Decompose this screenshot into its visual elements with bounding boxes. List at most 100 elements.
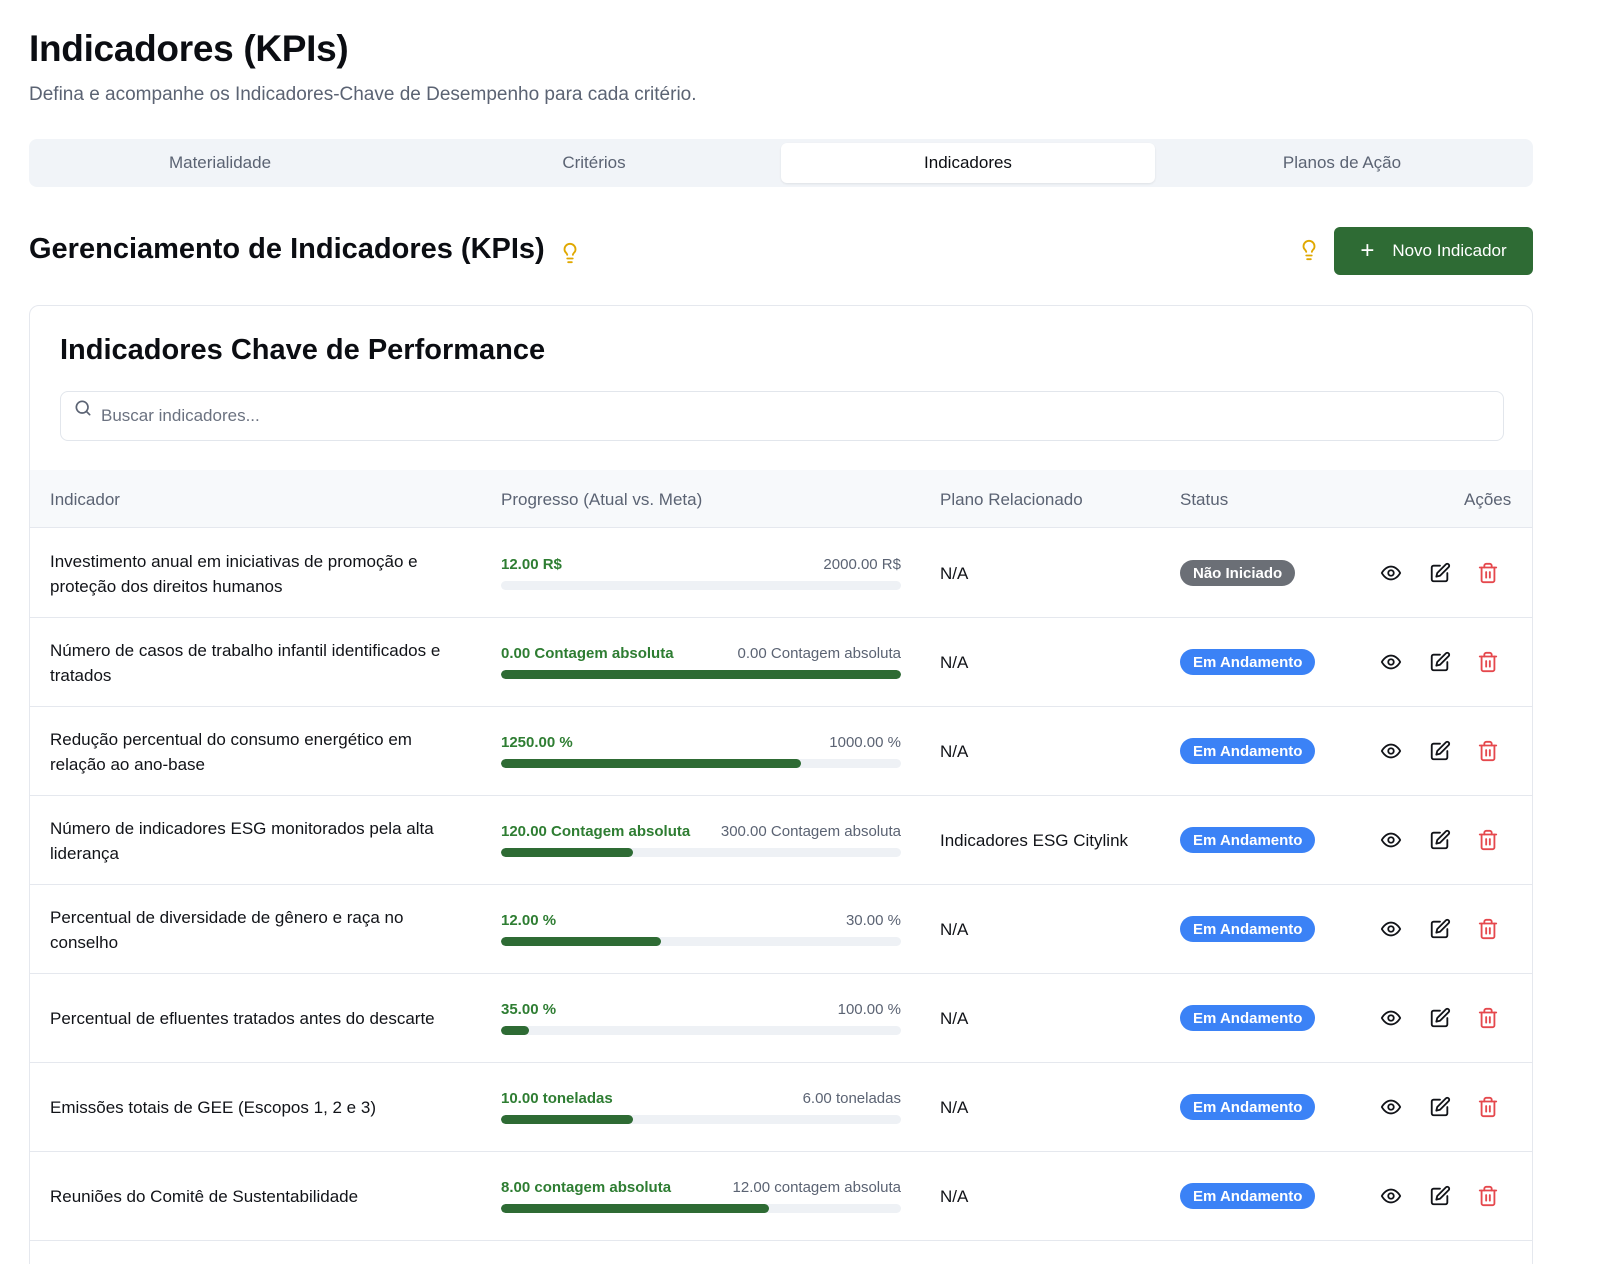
progress-cell: 35.00 % 100.00 % — [501, 1001, 901, 1035]
plus-icon: + — [1360, 237, 1375, 264]
trash-icon[interactable] — [1477, 1007, 1499, 1029]
progress-bar — [501, 581, 901, 590]
eye-icon[interactable] — [1380, 651, 1402, 673]
progress-bar — [501, 937, 901, 946]
progress-bar — [501, 670, 901, 679]
indicator-name: Redução percentual do consumo energético… — [50, 707, 470, 796]
progress-current: 120.00 Contagem absoluta — [501, 823, 691, 840]
progress-bar — [501, 1026, 901, 1035]
table-row: Investimento anual em iniciativas de pro… — [30, 529, 1532, 618]
indicator-name: Reuniões do Comitê de Sustentabilidade — [50, 1152, 470, 1241]
edit-icon[interactable] — [1429, 562, 1451, 584]
progress-cell: 10.00 toneladas 6.00 toneladas — [501, 1090, 901, 1124]
tab-materialidade[interactable]: Materialidade — [168, 153, 272, 172]
eye-icon[interactable] — [1380, 740, 1402, 762]
status-badge: Em Andamento — [1180, 738, 1316, 764]
indicator-name: Percentual de efluentes tratados antes d… — [50, 974, 470, 1063]
indicator-name: Percentual de diversidade de gênero e ra… — [50, 885, 470, 974]
trash-icon[interactable] — [1477, 829, 1499, 851]
progress-bar-fill — [501, 937, 661, 946]
progress-cell: 12.00 % 30.00 % — [501, 912, 901, 946]
eye-icon[interactable] — [1380, 562, 1402, 584]
related-plan: N/A — [940, 1186, 969, 1206]
edit-icon[interactable] — [1429, 1096, 1451, 1118]
eye-icon[interactable] — [1380, 1185, 1402, 1207]
trash-icon[interactable] — [1477, 651, 1499, 673]
tab-indicadores[interactable]: Indicadores — [781, 143, 1155, 183]
indicator-name-text: Investimento anual em iniciativas de pro… — [50, 551, 418, 596]
lightbulb-icon[interactable] — [559, 239, 581, 263]
edit-icon[interactable] — [1429, 1185, 1451, 1207]
progress-current: 8.00 contagem absoluta — [501, 1179, 672, 1196]
table-row: Percentual de efluentes tratados antes d… — [30, 974, 1532, 1063]
progress-goal: 6.00 toneladas — [802, 1090, 901, 1107]
tab-planos-de-acao[interactable]: Planos de Ação — [1282, 153, 1402, 172]
progress-current: 12.00 % — [501, 912, 557, 929]
header-plan: Plano Relacionado — [940, 490, 1083, 509]
status-badge: Em Andamento — [1180, 1005, 1316, 1031]
progress-bar-fill — [501, 848, 633, 857]
eye-icon[interactable] — [1380, 1096, 1402, 1118]
edit-icon[interactable] — [1429, 740, 1451, 762]
progress-bar — [501, 1204, 901, 1213]
indicator-name: Número de indicadores ESG monitorados pe… — [50, 796, 470, 885]
table-row: Emissões totais de GEE (Escopos 1, 2 e 3… — [30, 1063, 1532, 1152]
progress-goal: 12.00 contagem absoluta — [732, 1179, 901, 1196]
edit-icon[interactable] — [1429, 1007, 1451, 1029]
indicator-name-text: Número de indicadores ESG monitorados pe… — [50, 818, 434, 863]
edit-icon[interactable] — [1429, 651, 1451, 673]
status-badge: Em Andamento — [1180, 827, 1316, 853]
tab-criterios[interactable]: Critérios — [562, 153, 626, 172]
search-icon — [73, 398, 95, 420]
page-subtitle: Defina e acompanhe os Indicadores-Chave … — [29, 84, 697, 105]
progress-current: 12.00 R$ — [501, 556, 562, 573]
related-plan: Indicadores ESG Citylink — [940, 830, 1129, 850]
status-badge: Em Andamento — [1180, 649, 1316, 675]
trash-icon[interactable] — [1477, 1185, 1499, 1207]
eye-icon[interactable] — [1380, 829, 1402, 851]
indicator-name-text: Emissões totais de GEE (Escopos 1, 2 e 3… — [50, 1098, 376, 1117]
status-badge: Não Iniciado — [1180, 560, 1296, 586]
indicator-name: Número de casos de trabalho infantil ide… — [50, 618, 470, 707]
table-row: Número de indicadores ESG monitorados pe… — [30, 796, 1532, 885]
table-row: Percentual de diversidade de gênero e ra… — [30, 885, 1532, 974]
progress-current: 1250.00 % — [501, 734, 573, 751]
new-indicator-button[interactable]: + Novo Indicador — [1334, 227, 1533, 275]
related-plan: N/A — [940, 1097, 969, 1117]
header-actions: Ações — [1464, 490, 1512, 509]
trash-icon[interactable] — [1477, 562, 1499, 584]
progress-cell: 12.00 R$ 2000.00 R$ — [501, 556, 901, 590]
search-input[interactable] — [101, 406, 1503, 426]
eye-icon[interactable] — [1380, 1007, 1402, 1029]
indicator-name: Investimento anual em iniciativas de pro… — [50, 529, 470, 618]
header-indicator: Indicador — [50, 490, 120, 509]
header-progress: Progresso (Atual vs. Meta) — [501, 490, 703, 509]
progress-bar-fill — [501, 1026, 529, 1035]
progress-goal: 100.00 % — [837, 1001, 901, 1018]
table-header: Indicador Progresso (Atual vs. Meta) Pla… — [30, 470, 1532, 528]
related-plan: N/A — [940, 919, 969, 939]
page-title: Indicadores (KPIs) — [29, 28, 349, 69]
status-badge: Em Andamento — [1180, 1183, 1316, 1209]
indicator-name-text: Percentual de diversidade de gênero e ra… — [50, 907, 404, 952]
edit-icon[interactable] — [1429, 918, 1451, 940]
lightbulb-icon[interactable] — [1298, 239, 1320, 261]
progress-bar-fill — [501, 670, 901, 679]
eye-icon[interactable] — [1380, 918, 1402, 940]
indicator-name-text: Percentual de efluentes tratados antes d… — [50, 1009, 435, 1028]
tab-bar: Materialidade Critérios Indicadores Plan… — [29, 139, 1533, 187]
table-row: Reuniões do Comitê de Sustentabilidade 8… — [30, 1152, 1532, 1241]
trash-icon[interactable] — [1477, 740, 1499, 762]
trash-icon[interactable] — [1477, 1096, 1499, 1118]
edit-icon[interactable] — [1429, 829, 1451, 851]
indicator-name-text: Redução percentual do consumo energético… — [50, 729, 412, 774]
progress-cell: 0.00 Contagem absoluta 0.00 Contagem abs… — [501, 645, 901, 679]
trash-icon[interactable] — [1477, 918, 1499, 940]
progress-cell: 1250.00 % 1000.00 % — [501, 734, 901, 768]
progress-goal: 1000.00 % — [829, 734, 901, 751]
search-box — [60, 391, 1504, 441]
progress-bar-fill — [501, 759, 801, 768]
progress-goal: 30.00 % — [845, 912, 901, 929]
indicator-name-text: Reuniões do Comitê de Sustentabilidade — [50, 1187, 359, 1206]
related-plan: N/A — [940, 1008, 969, 1028]
